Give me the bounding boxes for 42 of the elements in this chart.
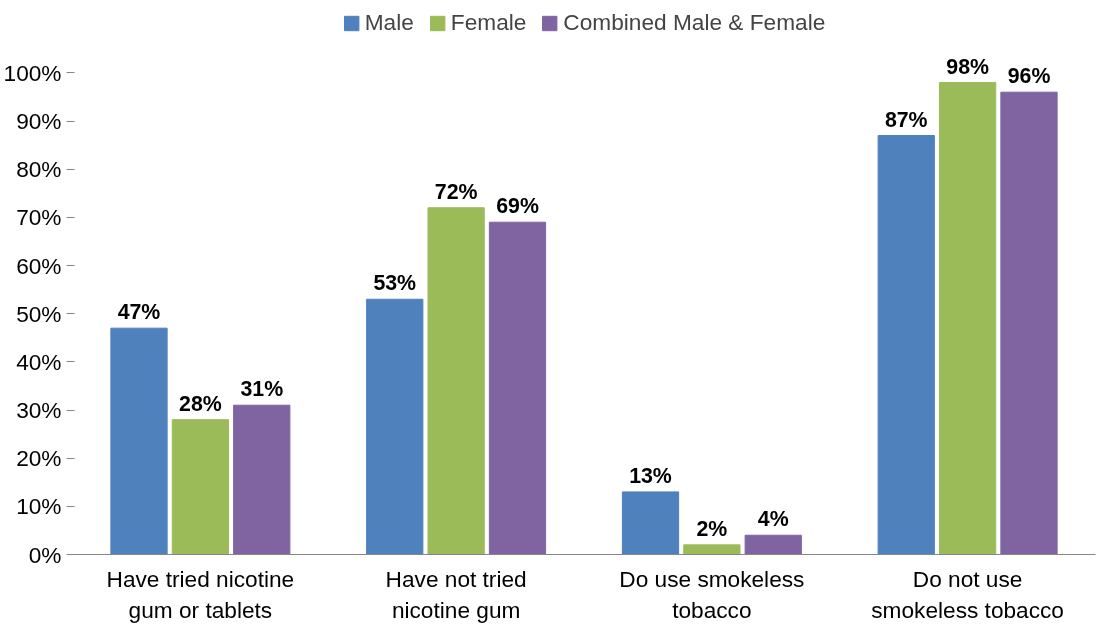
- data-label: 47%: [117, 300, 161, 325]
- legend-label: Combined Male & Female: [563, 9, 826, 36]
- y-tick-label: 20%: [16, 445, 62, 472]
- bar: [110, 327, 168, 555]
- data-label: 28%: [179, 391, 222, 416]
- bar: [744, 534, 802, 555]
- data-label: 4%: [757, 507, 789, 532]
- y-tick-label: 0%: [28, 541, 62, 568]
- data-label: 13%: [629, 463, 672, 488]
- x-tick-label: Do use smokeless tobacco: [619, 565, 805, 623]
- y-tick-label: 80%: [16, 156, 62, 183]
- y-tick-label: 30%: [16, 397, 62, 424]
- data-label: 53%: [373, 271, 417, 296]
- legend-label: Female: [450, 9, 527, 36]
- bar: [621, 491, 680, 555]
- bar: [877, 135, 935, 555]
- bar: [683, 544, 741, 555]
- x-tick-label: Have tried nicotine gum or tablets: [106, 565, 295, 623]
- data-label: 87%: [884, 107, 928, 132]
- y-tick-label: 50%: [16, 300, 62, 327]
- x-tick-label: Have not tried nicotine gum: [385, 565, 527, 623]
- data-label: 96%: [1007, 64, 1051, 89]
- bar: [171, 419, 230, 555]
- data-label: 2%: [696, 516, 728, 541]
- bar: [427, 207, 485, 555]
- bar: [488, 221, 547, 555]
- y-tick-label: 60%: [16, 252, 62, 279]
- bar: [233, 404, 291, 555]
- data-label: 31%: [240, 377, 284, 402]
- bar: [366, 298, 424, 555]
- y-tick-label: 100%: [3, 59, 62, 86]
- data-label: 69%: [496, 194, 539, 219]
- legend-label: Male: [364, 9, 414, 36]
- y-tick-label: 10%: [16, 493, 62, 520]
- bar: [938, 82, 997, 555]
- data-label: 98%: [946, 54, 989, 79]
- y-tick-label: 40%: [16, 348, 62, 375]
- y-tick-label: 90%: [16, 108, 62, 135]
- bar: [1000, 91, 1058, 555]
- x-tick-label: Do not use smokeless tobacco: [871, 565, 1064, 623]
- y-tick-label: 70%: [16, 204, 62, 231]
- data-label: 72%: [434, 179, 478, 204]
